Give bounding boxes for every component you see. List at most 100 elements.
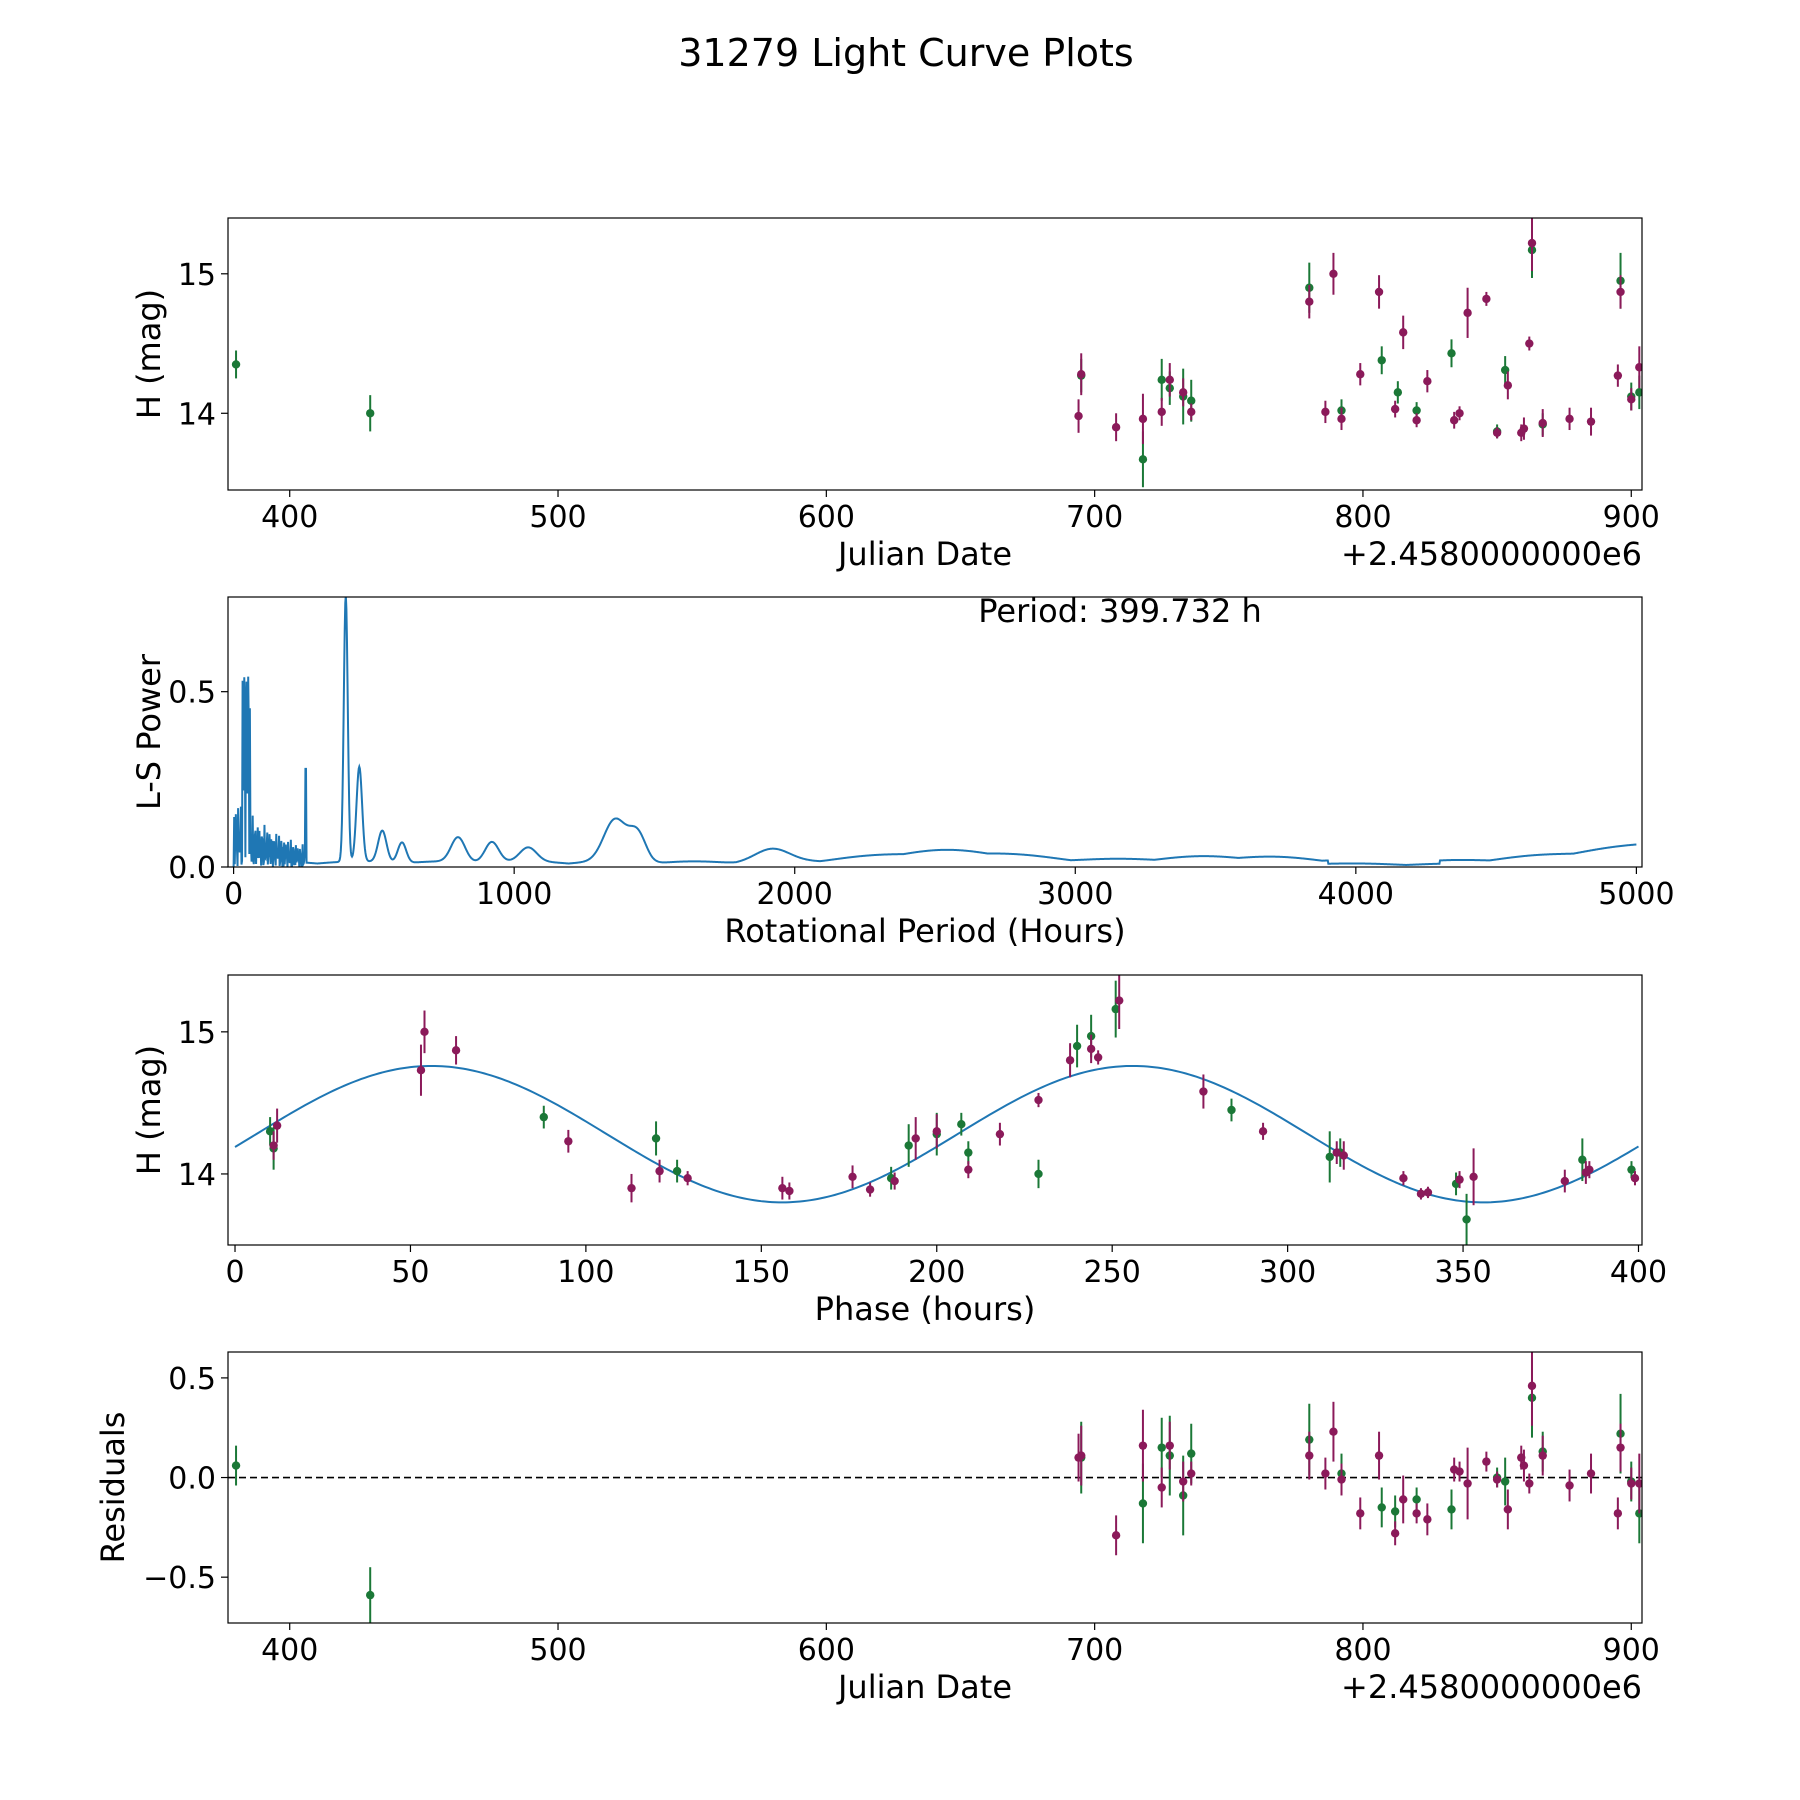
x-tick-label: 900 xyxy=(1603,500,1660,535)
data-point xyxy=(1065,1056,1075,1065)
data-point xyxy=(1138,455,1148,464)
x-axis-label: Phase (hours) xyxy=(815,1290,1036,1328)
x-tick-label: 500 xyxy=(529,500,586,535)
data-point xyxy=(1635,363,1642,372)
data-point xyxy=(1111,1004,1120,1014)
data-point xyxy=(1525,1479,1534,1488)
x-tick-label: 1000 xyxy=(476,877,552,912)
x-tick-label: 5000 xyxy=(1598,877,1674,912)
x-tick-label: 150 xyxy=(733,1255,790,1290)
data-point xyxy=(865,1185,875,1194)
data-point xyxy=(651,1134,661,1143)
data-point xyxy=(1111,1531,1121,1540)
x-tick-label: 600 xyxy=(798,500,855,535)
data-point xyxy=(1187,1449,1196,1458)
data-point xyxy=(1527,238,1537,248)
data-point xyxy=(539,1112,548,1122)
data-point xyxy=(1034,1169,1043,1179)
data-point xyxy=(1482,294,1491,304)
data-point xyxy=(911,1134,920,1143)
data-point xyxy=(1377,1503,1386,1512)
data-point xyxy=(1492,428,1502,438)
data-point xyxy=(272,1121,282,1130)
x-tick-label: 800 xyxy=(1334,500,1391,535)
x-tick-label: 300 xyxy=(1259,1255,1316,1290)
data-point xyxy=(1455,1467,1464,1476)
data-point xyxy=(1339,1151,1348,1160)
data-point xyxy=(964,1148,973,1157)
data-point xyxy=(672,1166,682,1176)
data-point xyxy=(1178,388,1188,397)
x-offset-label: +2.4580000000e6 xyxy=(1341,535,1642,573)
x-tick-label: 4000 xyxy=(1318,877,1394,912)
data-point xyxy=(1630,1174,1640,1183)
y-axis-label: L-S Power xyxy=(130,653,168,810)
data-point xyxy=(1329,1427,1338,1436)
data-point xyxy=(420,1027,429,1037)
data-point xyxy=(1565,414,1574,424)
x-tick-label: 50 xyxy=(391,1255,429,1290)
data-point xyxy=(1482,1457,1491,1466)
x-axis-label: Julian Date xyxy=(836,1668,1012,1706)
data-point xyxy=(1635,388,1642,397)
data-point xyxy=(1077,1451,1086,1460)
data-point xyxy=(1463,1479,1472,1488)
data-point xyxy=(1390,404,1400,414)
data-point xyxy=(1399,328,1408,337)
data-point xyxy=(778,1183,787,1193)
data-point xyxy=(265,1127,275,1136)
data-point xyxy=(1613,1509,1623,1518)
panel-residuals: 400 500 600 700 800 900 −0.5 0.0 0.5 Julian Date R… xyxy=(94,1351,1660,1706)
y-axis-label: H (mag) xyxy=(130,289,168,419)
data-point xyxy=(1635,1479,1642,1488)
x-tick-label: 400 xyxy=(261,500,318,535)
y-tick-label: 14 xyxy=(178,397,216,432)
data-point xyxy=(1138,1499,1148,1508)
data-point xyxy=(1178,1477,1188,1486)
data-point xyxy=(1337,1475,1346,1484)
data-point xyxy=(1374,1451,1384,1460)
data-point xyxy=(1538,418,1547,428)
data-point xyxy=(231,1461,241,1470)
data-point xyxy=(1565,1481,1574,1490)
y-tick-label: 0.0 xyxy=(168,1462,216,1497)
data-point xyxy=(1538,1451,1547,1460)
x-tick-label: 700 xyxy=(1066,1633,1123,1668)
y-tick-label: 15 xyxy=(178,258,216,293)
data-point xyxy=(1616,1443,1625,1452)
data-point xyxy=(1447,1505,1456,1514)
data-point xyxy=(1157,375,1166,385)
x-axis-label: Rotational Period (Hours) xyxy=(724,912,1125,950)
x-offset-label: +2.4580000000e6 xyxy=(1341,1668,1642,1706)
x-tick-label: 400 xyxy=(261,1633,318,1668)
panel-phased: 0 50 100 150 200 250 300 350 400 14 15 Phase (hours… xyxy=(130,974,1667,1328)
x-tick-label: 100 xyxy=(557,1255,614,1290)
data-point xyxy=(1423,377,1432,386)
panel-periodogram: 0 1000 2000 3000 4000 5000 0.0 0.5 Rotational Pe… xyxy=(130,592,1675,950)
panel-lightcurve: 400 500 600 700 800 900 14 15 Julian Date H (mag)… xyxy=(130,217,1660,573)
period-annotation: Period: 399.732 h xyxy=(978,592,1262,630)
data-point xyxy=(1111,423,1121,432)
data-point xyxy=(1199,1087,1208,1096)
data-point xyxy=(1492,1475,1502,1484)
data-point xyxy=(1469,1172,1478,1181)
data-point xyxy=(1086,1044,1096,1054)
x-tick-label: 0 xyxy=(224,877,243,912)
data-point xyxy=(1377,356,1386,365)
data-point xyxy=(1187,407,1196,417)
data-point xyxy=(1586,417,1596,426)
x-tick-label: 200 xyxy=(908,1255,965,1290)
data-point xyxy=(1390,1507,1400,1516)
data-point xyxy=(1412,1495,1421,1504)
data-point xyxy=(1423,1515,1432,1524)
data-point xyxy=(1455,1175,1464,1184)
data-point xyxy=(1227,1105,1236,1115)
y-tick-label: 14 xyxy=(178,1158,216,1193)
y-axis-label: Residuals xyxy=(94,1412,132,1564)
data-point xyxy=(1332,1148,1341,1157)
data-point xyxy=(1500,1477,1510,1486)
data-point xyxy=(1585,1165,1594,1174)
x-tick-label: 500 xyxy=(529,1633,586,1668)
axes-frame xyxy=(227,1351,1643,1624)
x-tick-label: 2000 xyxy=(757,877,833,912)
